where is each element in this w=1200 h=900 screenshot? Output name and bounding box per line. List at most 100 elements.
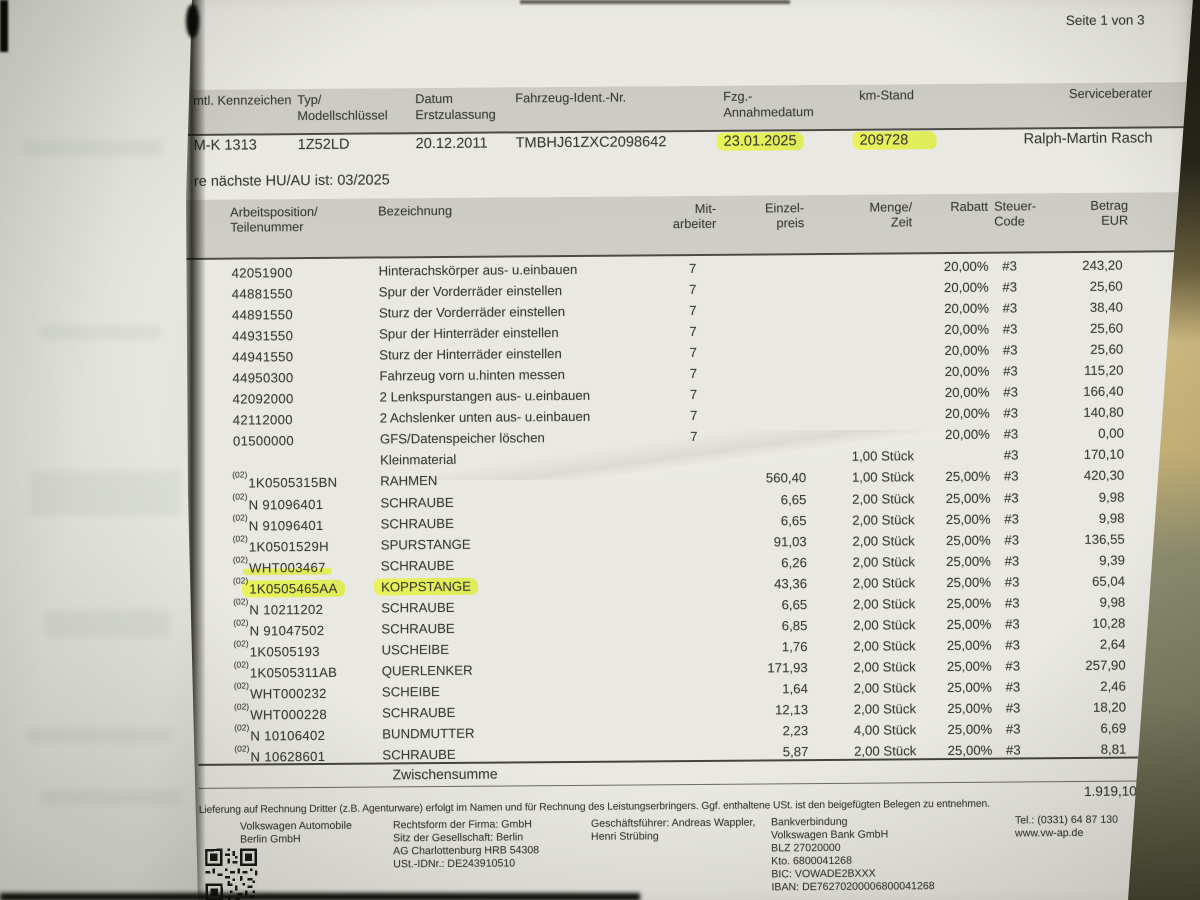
cell-part-number: 44941550: [232, 349, 294, 365]
cell-tax-code: #3: [1002, 300, 1018, 316]
cell-description: 2 Lenkspurstangen aus- u.einbauen: [379, 388, 591, 405]
work-table-header-band: Arbeitsposition/Teilenummer Bezeichnung …: [186, 192, 1193, 260]
cell-description: Spur der Hinterräder einstellen: [379, 325, 559, 342]
cell-description: QUERLENKER: [381, 662, 473, 679]
cell-part-number: (02)WHT000228: [233, 701, 327, 723]
cell-discount: 25,00%: [945, 469, 991, 485]
cell-amount: 25,60: [1089, 320, 1124, 337]
cell-tax-code: #3: [1004, 616, 1020, 632]
cell-quantity: [805, 330, 913, 331]
cell-discount: 20,00%: [943, 258, 989, 275]
cell-discount: 25,00%: [947, 721, 993, 738]
cell-quantity: [806, 435, 914, 436]
dark-edge-bottom: [0, 893, 640, 900]
footer-line: BLZ 27020000: [771, 841, 841, 855]
cell-description: SCHRAUBE: [380, 494, 454, 510]
cell-description: SCHRAUBE: [381, 704, 456, 721]
cell-quantity: 1,00 Stück: [851, 469, 915, 486]
cell-description: SCHRAUBE: [381, 620, 455, 637]
cell-part-number: (02)WHT000232: [233, 680, 327, 702]
hu-au-notice: re nächste HU/AU ist: 03/2025: [193, 172, 390, 190]
cell-description: Sturz der Vorderräder einstellen: [378, 304, 566, 321]
footer-line: Bankverbindung: [770, 815, 848, 829]
folded-page: [0, 0, 198, 900]
header-menge-zeit: Menge/Zeit: [869, 199, 913, 230]
cell-quantity: [805, 309, 913, 310]
cell-amount: 9,39: [1099, 552, 1125, 568]
cell-description: Fahrzeug vorn u.hinten messen: [379, 367, 565, 384]
cell-quantity: [805, 351, 913, 352]
cell-amount: 257,90: [1085, 657, 1126, 673]
cell-quantity: [805, 267, 913, 268]
subtotal-label: Zwischensumme: [392, 765, 498, 783]
cell-tax-code: #3: [1003, 447, 1019, 463]
cell-tax-code: #3: [1003, 384, 1018, 400]
cell-tax-code: #3: [1003, 426, 1019, 442]
cell-description: Spur der Vorderräder einstellen: [378, 283, 563, 300]
dark-edge-left: [0, 0, 8, 52]
cell-amount: 2,64: [1099, 636, 1126, 652]
cell-discount: 20,00%: [944, 300, 989, 317]
part-prefix: (02): [232, 469, 248, 481]
footer-line: USt.-IDNr.: DE243910510: [393, 857, 516, 871]
cell-discount: 20,00%: [943, 279, 989, 296]
cell-quantity: 2,00 Stück: [852, 490, 915, 507]
cell-part-number: (02)N 10211202: [233, 596, 324, 618]
cell-quantity: 2,00 Stück: [852, 532, 915, 549]
cell-description: RAHMEN: [380, 473, 438, 489]
bleedthrough-smudge: [22, 140, 162, 156]
cell-amount: 18,20: [1092, 699, 1127, 715]
cell-discount: 20,00%: [944, 384, 990, 401]
cell-part-number: 01500000: [232, 433, 295, 450]
label-annahmedatum: Fzg.- Annahmedatum: [723, 88, 814, 120]
page-number-indicator: Seite 1 von 3: [1065, 12, 1145, 29]
highlight-km-stand: 209728: [852, 131, 937, 150]
cell-part-number: 42051900: [231, 265, 293, 281]
part-prefix: (02): [233, 617, 249, 628]
footer-columns: Volkswagen Automobile Berlin GmbH Rechtsf…: [189, 813, 1193, 900]
part-prefix: (02): [232, 554, 249, 565]
footer-column: Geschäftsführer: Andreas Wappler, Henri S…: [591, 817, 756, 844]
cell-discount: 25,00%: [946, 574, 992, 590]
cell-tax-code: #3: [1005, 658, 1021, 674]
cell-part-number: (02)1K0505311AB: [233, 659, 338, 681]
cell-description: USCHEIBE: [381, 641, 450, 658]
cell-discount: 25,00%: [946, 595, 992, 611]
header-betrag-eur: Betrag EUR: [1090, 197, 1129, 228]
cell-part-number: (02)WHT003467: [232, 554, 381, 576]
cell-amount: 9,98: [1098, 489, 1125, 505]
footer-line: BIC: VOWADE2BXXX: [771, 867, 876, 881]
cell-discount: 25,00%: [945, 532, 991, 548]
part-prefix: (02): [233, 701, 250, 712]
part-prefix: (02): [234, 743, 250, 754]
cell-quantity: 1,00 Stück: [851, 448, 915, 465]
cell-amount: 166,40: [1083, 383, 1124, 400]
qr-code: [205, 848, 258, 900]
cell-unit-price: 6,65: [780, 512, 807, 528]
cell-discount: 20,00%: [944, 321, 990, 338]
cell-part-number: (02)1K0505465AA: [233, 575, 381, 598]
cell-amount: 38,40: [1089, 299, 1123, 315]
cell-description: SPURSTANGE: [380, 536, 471, 553]
cell-tax-code: #3: [1004, 574, 1020, 590]
cell-discount: 25,00%: [945, 511, 991, 527]
cell-mechanic: 7: [688, 260, 697, 277]
cell-unit-price: 171,93: [767, 660, 808, 676]
cell-unit-price: [717, 331, 805, 332]
dark-edge-top: [520, 0, 790, 4]
cell-description: Sturz der Hinterräder einstellen: [379, 346, 562, 363]
cell-part-number: 44891550: [231, 307, 294, 323]
cell-discount: [914, 456, 990, 457]
cell-amount: 170,10: [1083, 447, 1125, 463]
footer-line: Volkswagen Bank GmbH: [770, 828, 889, 842]
value-typ-modellschluessel: 1Z52LD: [297, 136, 350, 154]
cell-amount: 9,98: [1098, 510, 1125, 526]
footer-line: www.vw-ap.de: [1014, 826, 1084, 840]
value-kennzeichen: M-K 1313: [193, 137, 257, 154]
header-einzelpreis: Einzel-preis: [764, 200, 805, 231]
cell-part-number: (02)N 91047502: [233, 617, 325, 639]
bleedthrough-smudge: [40, 325, 160, 340]
cell-discount: 25,00%: [946, 637, 992, 653]
footer-column: Tel.: (0331) 64 87 130 www.vw-ap.de: [1015, 814, 1118, 841]
cell-part-number: 44931550: [232, 328, 294, 344]
